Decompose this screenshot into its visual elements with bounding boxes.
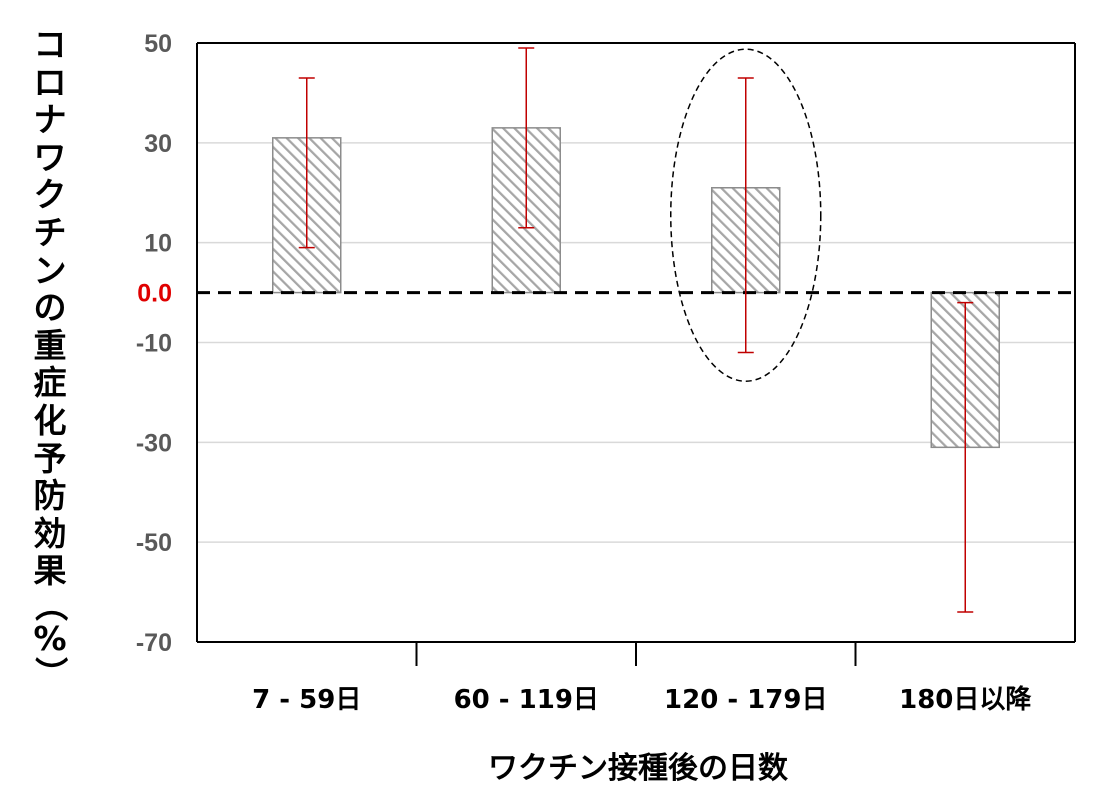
gridlines bbox=[197, 142, 1075, 543]
y-axis-title-char: （ bbox=[31, 588, 70, 622]
y-axis-title-char: 化 bbox=[33, 400, 67, 440]
y-axis-title-char: 防 bbox=[33, 476, 67, 516]
y-axis-title-char: ワ bbox=[33, 137, 67, 177]
y-tick-label: -50 bbox=[136, 529, 172, 557]
x-tick-label: 180日以降 bbox=[899, 685, 1032, 715]
y-axis-title-char: ロ bbox=[33, 62, 67, 102]
y-axis-title-char: 重 bbox=[33, 325, 67, 365]
y-axis-title-char: 予 bbox=[33, 438, 67, 478]
y-axis-title-char: 症 bbox=[33, 363, 67, 403]
y-tick-label: -70 bbox=[136, 629, 172, 657]
y-tick-label-zero: 0.0 bbox=[137, 280, 172, 308]
y-tick-label: -10 bbox=[136, 330, 172, 358]
y-axis-title-char: コ bbox=[33, 25, 67, 64]
axes bbox=[196, 42, 1076, 666]
y-axis-title-char: ク bbox=[33, 175, 67, 215]
tick-labels: 50 30 10 0.0 -10 -30 -50 -70 7 - 59日 60 - 119日 120… bbox=[136, 30, 1033, 715]
y-tick-label: 10 bbox=[144, 230, 172, 258]
highlight-ellipse bbox=[670, 48, 822, 382]
x-tick-label: 7 - 59日 bbox=[252, 685, 361, 715]
error-bars bbox=[298, 47, 974, 613]
y-axis-title-char: チ bbox=[33, 212, 67, 252]
y-tick-label: 30 bbox=[144, 130, 172, 158]
y-tick-label: -30 bbox=[136, 429, 172, 457]
y-axis-title-char: ） bbox=[31, 656, 70, 689]
y-axis-title-char: % bbox=[33, 618, 67, 658]
highlight-ellipse-shape bbox=[670, 48, 822, 382]
bars bbox=[272, 127, 1000, 449]
y-axis-title: コロナワクチンの重症化予防効果（%） bbox=[28, 25, 72, 689]
y-axis-title-char: 効 bbox=[33, 513, 67, 553]
x-tick-label: 120 - 179日 bbox=[664, 685, 827, 715]
y-axis-title-char: ナ bbox=[33, 100, 67, 140]
y-axis-title-char: の bbox=[33, 288, 67, 328]
x-axis-title: ワクチン接種後の日数 bbox=[488, 751, 789, 786]
x-tick-label: 60 - 119日 bbox=[454, 685, 599, 715]
y-axis-title-char: ン bbox=[33, 250, 67, 290]
y-tick-label: 50 bbox=[144, 30, 172, 58]
y-axis-title-char: 果 bbox=[33, 551, 67, 591]
